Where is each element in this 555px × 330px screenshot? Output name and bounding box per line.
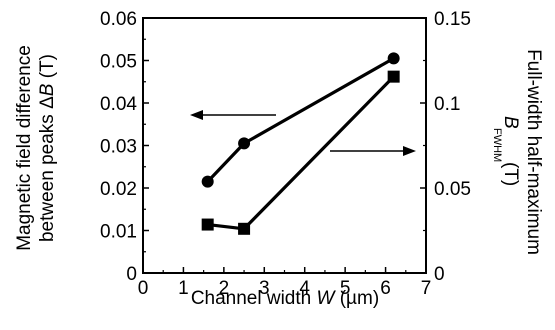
arrow-left-head (190, 110, 203, 120)
y-left-tick-label-2: 0.02 (100, 179, 137, 200)
y-right-tick-label-3: 0.15 (434, 9, 471, 30)
right-axis-title-line1: Full-width half-maximum (523, 49, 544, 255)
series-0-point-2 (387, 52, 400, 65)
y-left-tick-label-0: 0 (126, 264, 137, 285)
series-group (201, 52, 400, 235)
plot-frame (142, 17, 427, 274)
y-left-tick-label-4: 0.04 (100, 94, 137, 115)
tick-marks (142, 17, 427, 274)
y-left-tick-label-6: 0.06 (100, 9, 137, 30)
arrow-right-series (330, 146, 416, 156)
right-axis-title-unit: (T) (500, 162, 521, 186)
x-tick-label-5: 5 (340, 278, 351, 299)
right-axis-title-var: B (500, 116, 521, 129)
x-tick-label-1: 1 (178, 278, 189, 299)
arrow-right-head (403, 146, 416, 156)
y-left-tick-label-5: 0.05 (100, 52, 137, 73)
left-axis-title-line2: between peaks ΔB (T) (37, 54, 58, 242)
y-left-tick-label-1: 0.01 (100, 222, 137, 243)
y-left-tick-label-3: 0.03 (100, 137, 137, 158)
series-1-point-2 (387, 70, 400, 83)
y-right-tick-label-1: 0.05 (434, 179, 471, 200)
x-axis-title: Channel width W (µm) (191, 288, 379, 309)
right-axis-title-sub: FWHM (491, 128, 503, 162)
x-tick-label-2: 2 (219, 278, 230, 299)
series-0-point-0 (201, 175, 214, 188)
series-0-point-1 (238, 137, 251, 150)
right-axis-title-line2: B FWHM (T) (491, 116, 521, 186)
left-axis-title-line1: Magnetic field difference (14, 45, 35, 251)
arrow-left-series (190, 110, 276, 120)
tick-labels: 0 1 2 3 4 5 6 700.010.020.030.040.050.0600.050.… (100, 9, 471, 299)
x-tick-label-4: 4 (299, 278, 310, 299)
x-tick-label-7: 7 (421, 278, 432, 299)
x-tick-label-3: 3 (259, 278, 270, 299)
series-1-point-0 (201, 218, 214, 231)
series-0-line (206, 56, 395, 183)
series-1-point-1 (238, 222, 251, 235)
y-right-tick-label-2: 0.1 (434, 94, 460, 115)
x-tick-label-0: 0 (138, 278, 149, 299)
x-tick-label-6: 6 (380, 278, 391, 299)
y-right-tick-label-0: 0 (434, 264, 445, 285)
